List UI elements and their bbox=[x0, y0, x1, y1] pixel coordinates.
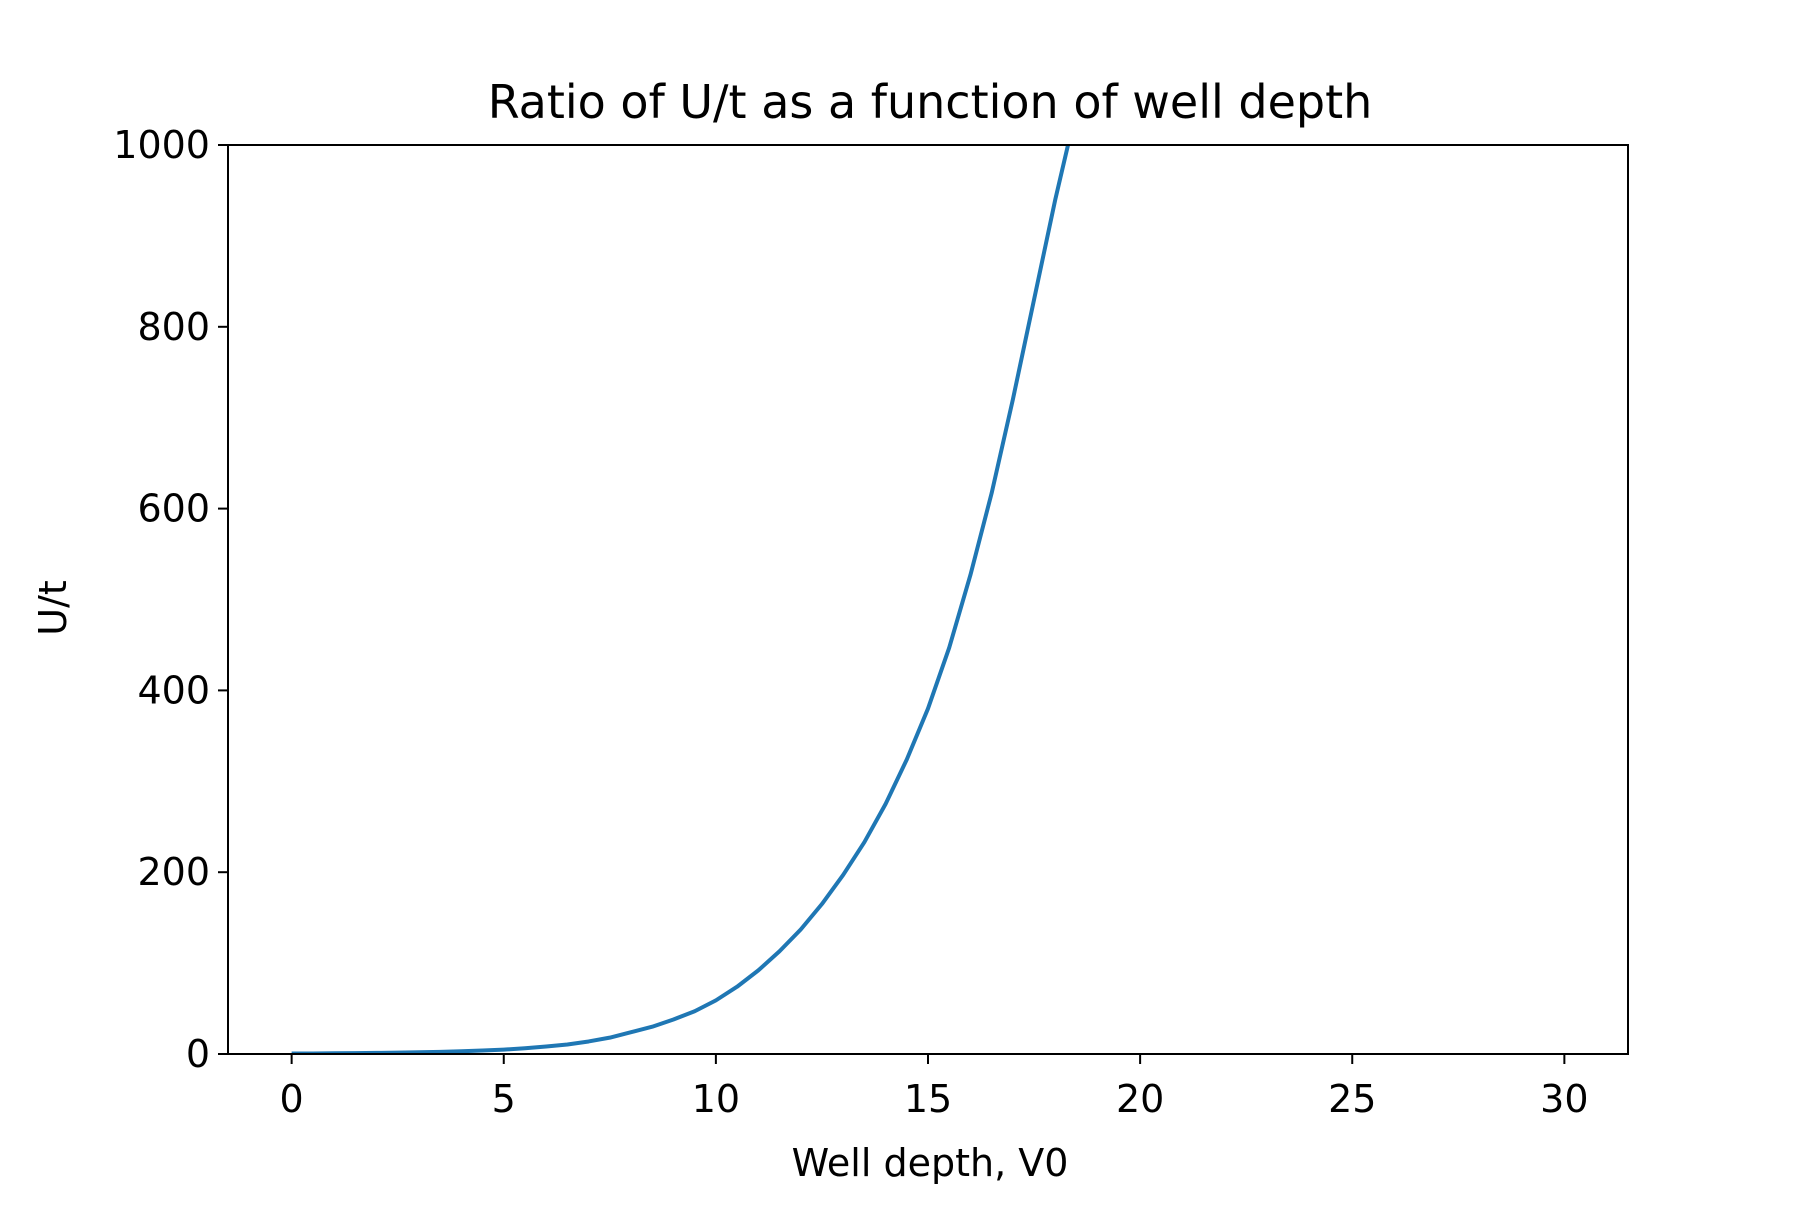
y-tick-label: 0 bbox=[186, 1032, 210, 1076]
x-tick-label: 15 bbox=[904, 1077, 952, 1121]
axes-layer: 0 5 10 15 20 25 30 0 200 400 600 800 1000 bbox=[113, 123, 1629, 1121]
y-tick-label: 600 bbox=[137, 487, 210, 531]
axes-frame bbox=[227, 144, 1629, 1055]
x-tick-label: 20 bbox=[1116, 1077, 1164, 1121]
y-axis-label: U/t bbox=[31, 580, 75, 636]
x-tick-label: 5 bbox=[492, 1077, 516, 1121]
x-axis-label: Well depth, V0 bbox=[792, 1141, 1069, 1185]
x-tick-label: 0 bbox=[280, 1077, 304, 1121]
x-tick-label: 30 bbox=[1540, 1077, 1588, 1121]
series-layer bbox=[291, 145, 1070, 1054]
x-tick-label: 25 bbox=[1328, 1077, 1376, 1121]
chart-title: Ratio of U/t as a function of well depth bbox=[488, 75, 1373, 129]
y-tick-label: 1000 bbox=[113, 123, 210, 167]
y-tick-label: 200 bbox=[137, 850, 210, 894]
series-line-0 bbox=[291, 145, 1070, 1054]
y-tick-label: 800 bbox=[137, 305, 210, 349]
y-tick-label: 400 bbox=[137, 668, 210, 712]
x-tick-label: 10 bbox=[692, 1077, 740, 1121]
